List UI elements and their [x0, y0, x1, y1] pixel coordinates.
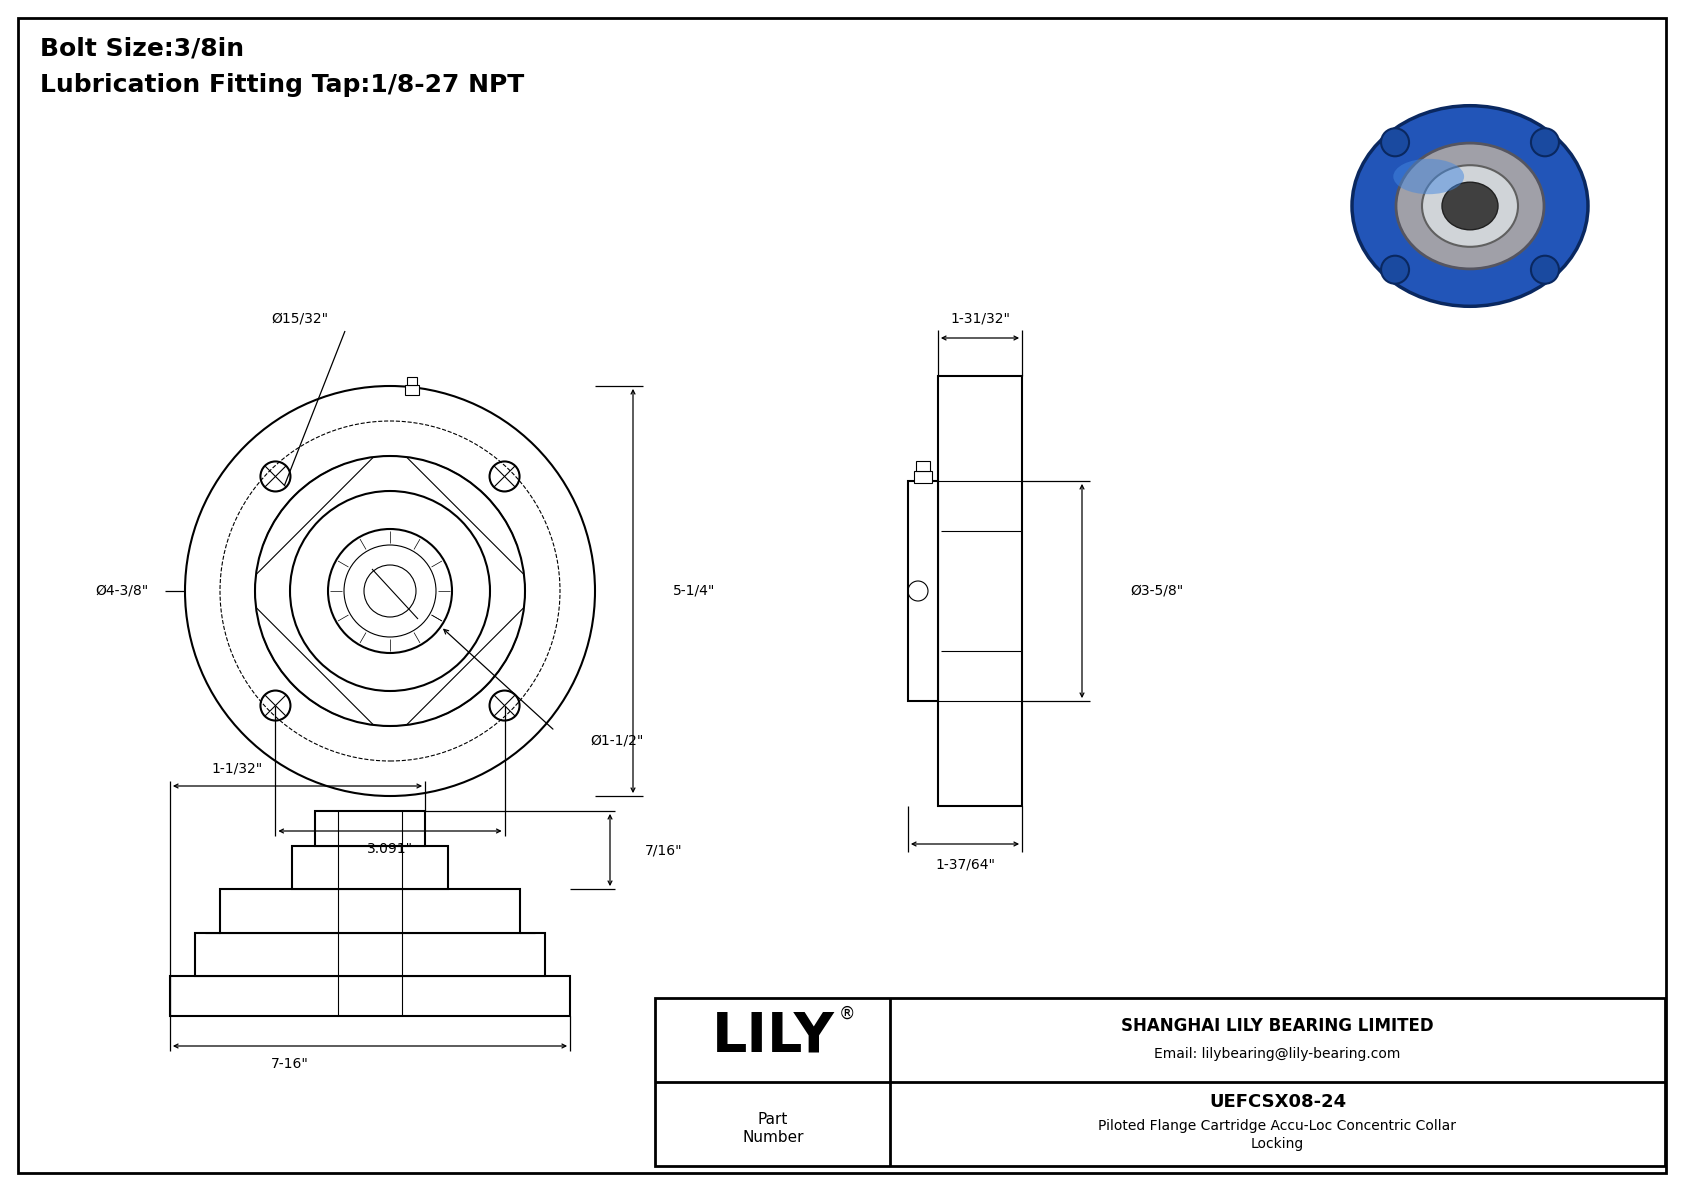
Text: SHANGHAI LILY BEARING LIMITED: SHANGHAI LILY BEARING LIMITED	[1122, 1017, 1433, 1035]
Bar	[195, 933, 546, 975]
Text: Locking: Locking	[1251, 1137, 1303, 1151]
Text: 7/16": 7/16"	[645, 843, 682, 858]
Text: Email: lilybearing@lily-bearing.com: Email: lilybearing@lily-bearing.com	[1154, 1047, 1401, 1061]
Bar	[908, 481, 938, 701]
Text: Lubrication Fitting Tap:1/8-27 NPT: Lubrication Fitting Tap:1/8-27 NPT	[40, 73, 524, 96]
Bar	[221, 888, 520, 933]
Ellipse shape	[1393, 158, 1463, 194]
Text: LILY: LILY	[712, 1009, 835, 1064]
Text: ®: ®	[839, 1005, 855, 1023]
Bar	[408, 378, 418, 385]
Bar	[916, 461, 930, 470]
Text: UEFCSX08-24: UEFCSX08-24	[1209, 1093, 1346, 1111]
Text: 1-31/32": 1-31/32"	[950, 311, 1010, 325]
Text: Bolt Size:3/8in: Bolt Size:3/8in	[40, 36, 244, 60]
Bar	[404, 385, 419, 395]
Ellipse shape	[1396, 143, 1544, 269]
Text: 1-1/32": 1-1/32"	[212, 761, 263, 775]
Text: 3.091": 3.091"	[367, 842, 413, 856]
Text: 7-16": 7-16"	[271, 1056, 308, 1071]
Text: Piloted Flange Cartridge Accu-Loc Concentric Collar: Piloted Flange Cartridge Accu-Loc Concen…	[1098, 1120, 1457, 1133]
Ellipse shape	[1442, 182, 1499, 230]
Bar	[315, 811, 424, 846]
Circle shape	[1531, 256, 1559, 283]
Text: 5-1/4": 5-1/4"	[674, 584, 716, 598]
Text: Ø1-1/2": Ø1-1/2"	[589, 734, 643, 748]
Text: Part: Part	[758, 1111, 788, 1127]
Text: 1-37/64": 1-37/64"	[935, 858, 995, 871]
Circle shape	[1381, 129, 1410, 156]
Ellipse shape	[1421, 166, 1517, 247]
Ellipse shape	[1352, 106, 1588, 306]
Text: Ø3-5/8": Ø3-5/8"	[1130, 584, 1184, 598]
Text: Ø4-3/8": Ø4-3/8"	[96, 584, 148, 598]
Bar	[170, 975, 569, 1016]
Bar	[655, 998, 1665, 1166]
Bar	[291, 846, 448, 888]
Circle shape	[1531, 129, 1559, 156]
Bar	[938, 376, 1022, 806]
Circle shape	[1381, 256, 1410, 283]
Text: Number: Number	[743, 1129, 803, 1145]
Bar	[914, 470, 931, 484]
Text: Ø15/32": Ø15/32"	[271, 311, 328, 325]
